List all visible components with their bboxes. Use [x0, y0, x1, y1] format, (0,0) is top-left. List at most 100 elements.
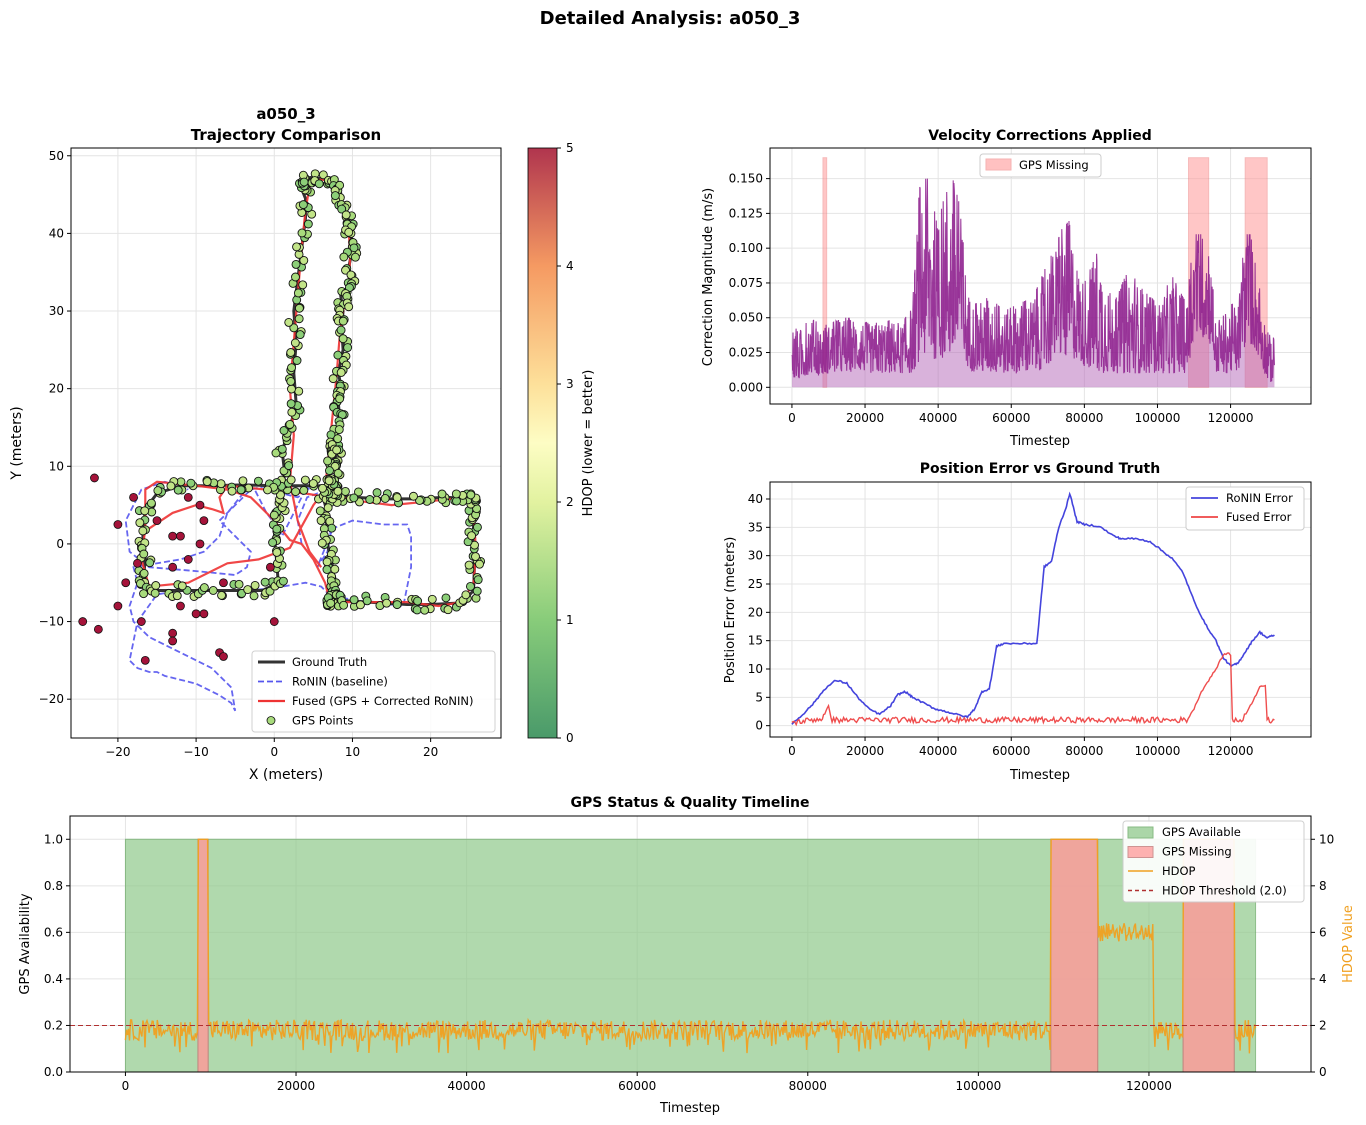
vel-xtick-label: 100000 [1135, 411, 1181, 425]
legend-label: GPS Points [292, 714, 353, 728]
gps-point [299, 485, 309, 495]
trajectory-title-line2: Trajectory Comparison [191, 126, 381, 144]
gps-point [326, 598, 336, 608]
error-ylabel: Position Error (meters) [723, 537, 738, 684]
gps-point [294, 386, 304, 396]
gps-point [340, 486, 350, 496]
gps-point [299, 177, 309, 187]
vel-ytick-label: 0.150 [729, 172, 763, 186]
error-title: Position Error vs Ground Truth [920, 461, 1160, 477]
gps-point [322, 565, 332, 574]
gps-point [146, 498, 156, 508]
gps-point [250, 580, 260, 590]
gps-point-poor [78, 617, 88, 626]
gps-point [330, 564, 340, 574]
legend-label: HDOP [1162, 864, 1196, 878]
gps-point [472, 522, 482, 532]
gps-frame [69, 815, 1312, 1073]
gps-point [291, 487, 301, 497]
gps-point [330, 191, 340, 201]
gps-point [333, 486, 343, 496]
fused-error-line [791, 652, 1275, 727]
gps-point [290, 338, 300, 348]
legend-swatch [1127, 826, 1154, 839]
error-plot-area [791, 491, 1275, 727]
gps-point [349, 595, 359, 605]
gps-point-poor [113, 601, 123, 611]
legend-label: HDOP Threshold (2.0) [1162, 884, 1287, 898]
gps-missing-span [1050, 838, 1099, 1072]
traj-xtick-label: −10 [183, 745, 208, 759]
gps-point-poor [168, 628, 178, 638]
gps-point [409, 491, 418, 501]
gps-point [286, 348, 296, 357]
gps-point [145, 558, 155, 568]
gps-point [475, 559, 484, 569]
gps-point [297, 228, 307, 238]
gps-point [294, 303, 304, 313]
gps-point [318, 170, 328, 180]
correction-line [791, 178, 1275, 382]
gps-point [303, 219, 313, 229]
gps-point [335, 394, 345, 404]
gps-point [350, 252, 360, 262]
gps-point [276, 490, 285, 500]
gps-point [380, 494, 390, 503]
colorbar-tick-label: 0 [566, 731, 574, 745]
legend-box [251, 650, 496, 733]
colorbar-tick-label: 3 [566, 377, 574, 391]
gps-ticks: 0 20000 40000 60000 80000 100000 120000 0.0 0.2 0… [44, 832, 1334, 1093]
gps-point [365, 495, 375, 504]
gps-point [323, 503, 333, 513]
gps-point-poor [113, 520, 123, 529]
traj-xtick-label: 10 [345, 745, 360, 759]
gps-point [291, 272, 300, 282]
gps-point-poor [199, 609, 209, 619]
gps-point [234, 579, 244, 589]
gps-point [353, 487, 363, 497]
gps-point [253, 476, 263, 486]
legend-box [1122, 820, 1305, 903]
gps-point-poor [195, 500, 205, 510]
trajectory-frame [70, 147, 502, 739]
traj-ytick-label: 40 [49, 226, 64, 240]
gps-point [372, 488, 382, 498]
gps-ytick-right-label: 6 [1319, 925, 1327, 939]
gps-point-poor [191, 609, 201, 619]
gps-point-poor [269, 617, 279, 626]
gps-ytick-label: 0.0 [44, 1065, 63, 1079]
gps-point [287, 407, 297, 417]
gps-point-poor [136, 617, 146, 626]
gps-point [139, 549, 149, 559]
vel-xtick-label: 60000 [992, 411, 1030, 425]
legend-label: Fused Error [1226, 510, 1292, 524]
gps-xtick-label: 0 [122, 1079, 130, 1093]
gps-missing-span [197, 838, 209, 1072]
ronin-baseline-line [124, 480, 412, 712]
gps-point [466, 581, 475, 591]
traj-ytick-label: 10 [49, 459, 64, 473]
trajectory-xlabel: X (meters) [249, 767, 323, 783]
hdop-line [124, 838, 1257, 1054]
trajectory-panel: −20 −10 0 10 20 −20 −10 0 10 20 30 40 50 a050_3 Traj… [9, 105, 502, 783]
error-xlabel: Timestep [1009, 768, 1070, 783]
gps-point [412, 605, 422, 615]
gps-point [333, 468, 343, 478]
ground-truth-line [141, 176, 476, 606]
gps-point [461, 590, 471, 600]
trajectory-legend: Ground Truth RoNIN (baseline) Fused (GPS +… [251, 650, 496, 733]
gps-point [362, 596, 372, 606]
traj-xtick-label: −20 [105, 745, 130, 759]
gps-point [135, 518, 145, 528]
gps-point [277, 444, 287, 454]
gps-point [271, 448, 281, 458]
traj-ytick-label: −20 [39, 692, 64, 706]
gps-title: GPS Status & Quality Timeline [571, 795, 810, 811]
traj-ytick-label: 30 [49, 304, 64, 318]
gps-point [318, 483, 327, 493]
gps-point [285, 419, 295, 429]
gps-ylabel: GPS Availability [18, 893, 33, 994]
gps-point [336, 368, 346, 377]
gps-point-poor [93, 624, 103, 634]
